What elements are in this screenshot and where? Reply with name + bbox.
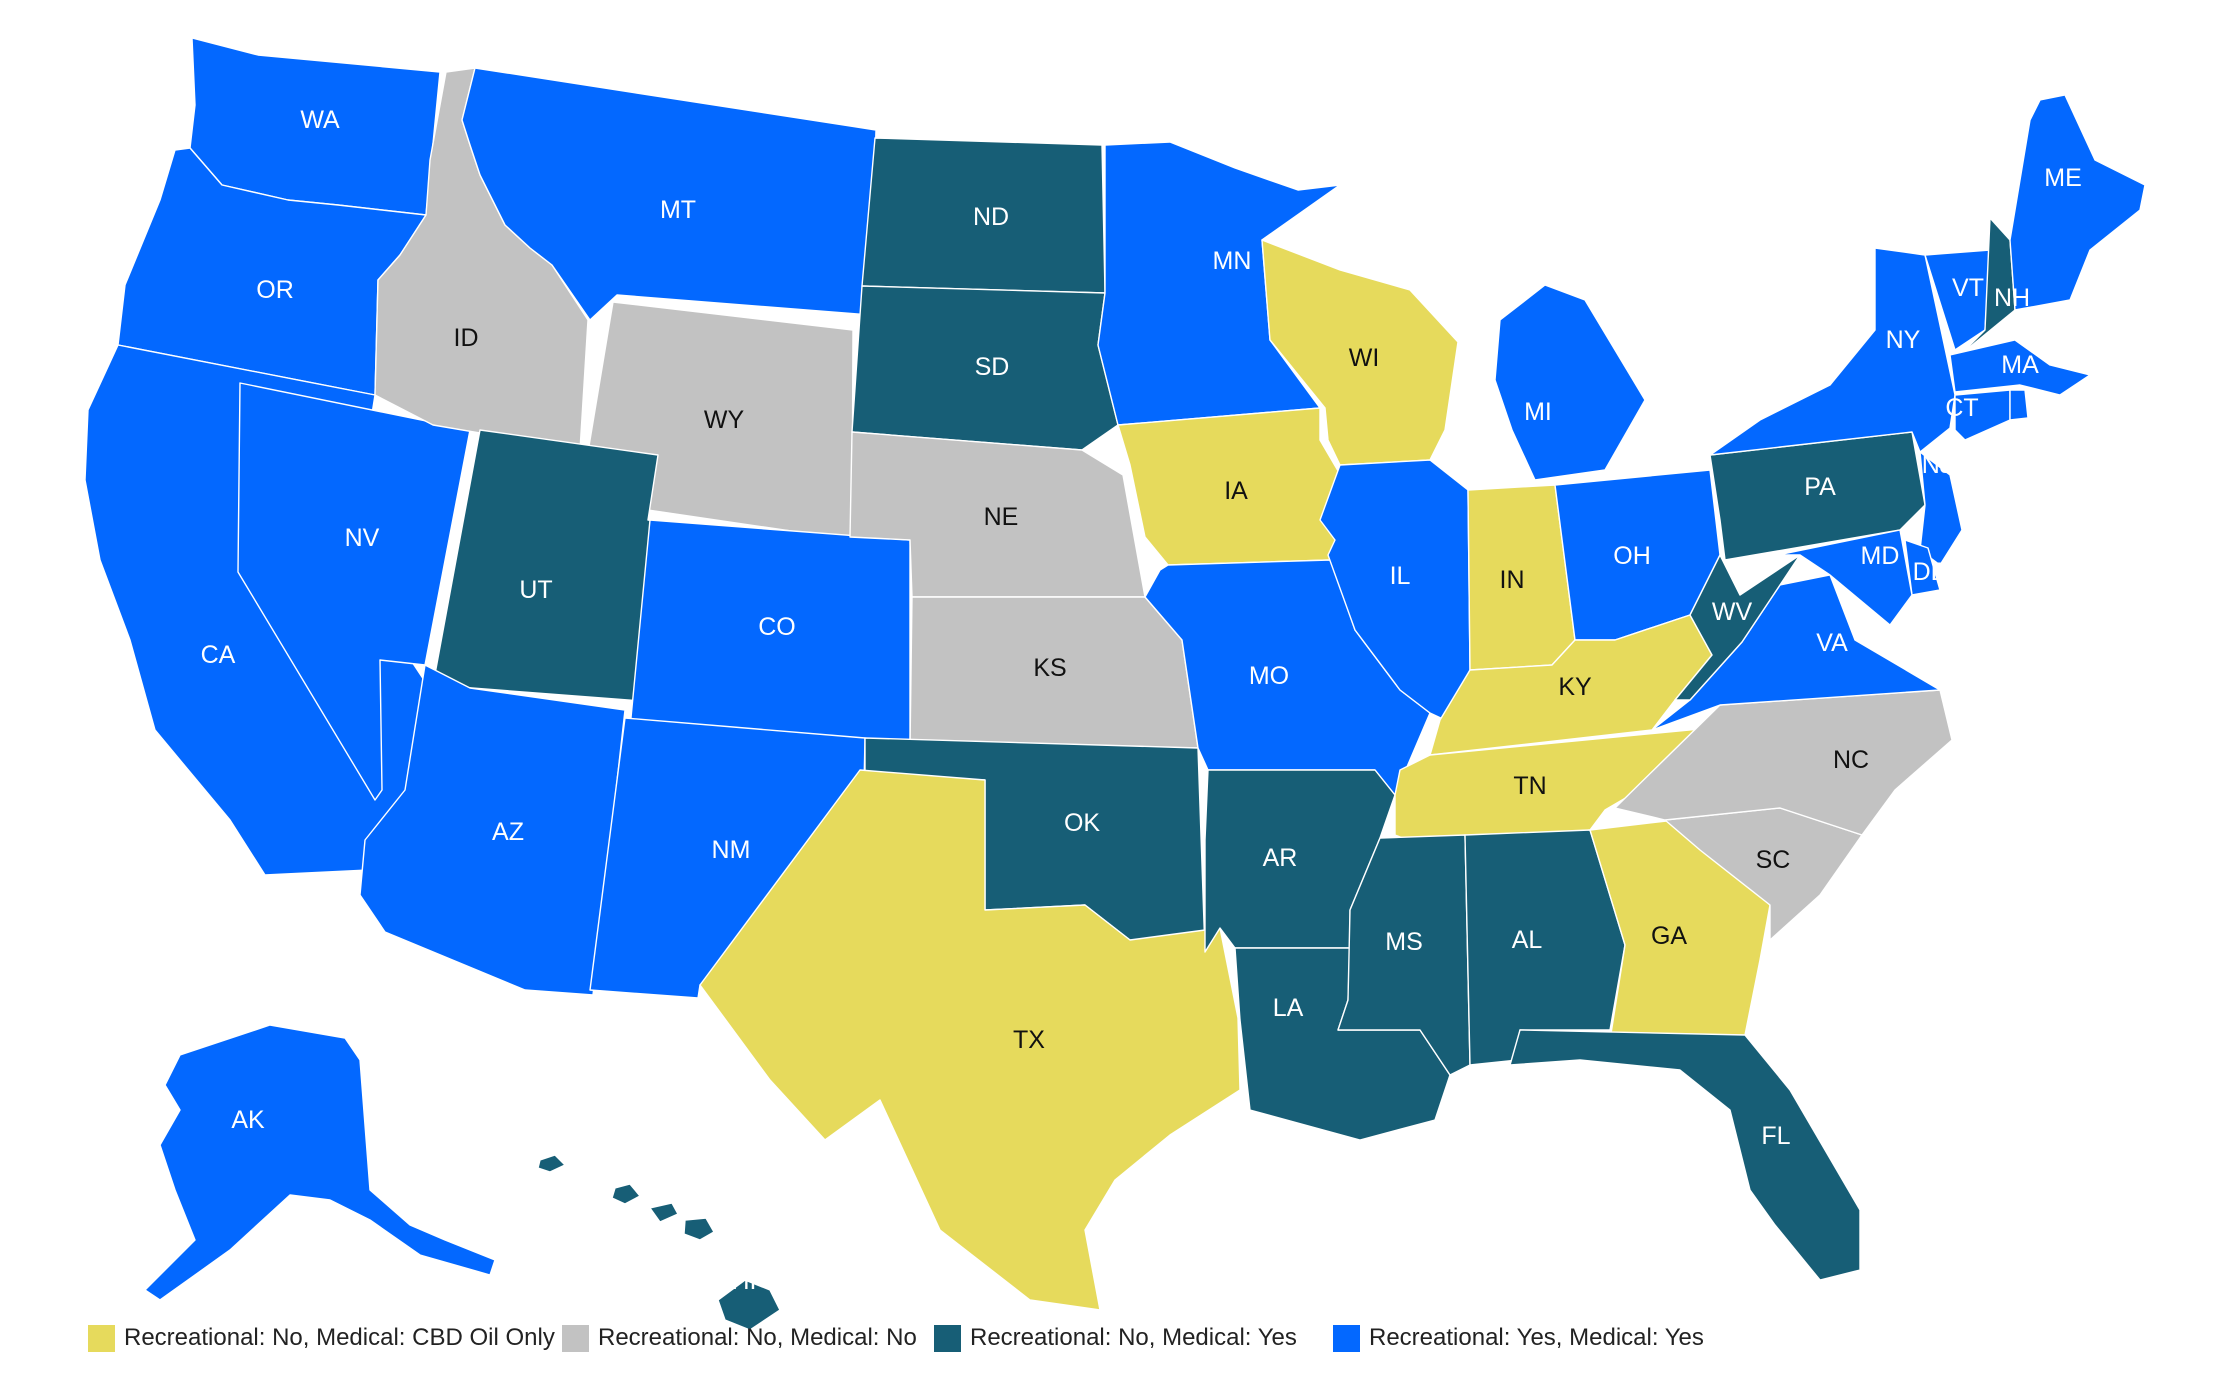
state-label-va: VA [1816,629,1848,657]
state-wv [1674,554,1801,701]
state-label-ca: CA [201,641,236,669]
state-tx [699,769,1241,1311]
state-il [1319,459,1471,721]
state-label-nd: ND [973,203,1009,231]
state-label-in: IN [1500,566,1525,594]
state-fl [1509,1029,1861,1281]
state-hi-part-1 [537,1154,566,1173]
state-label-mi: MI [1524,398,1552,426]
state-label-oh: OH [1613,542,1651,570]
state-mi [1494,284,1646,481]
state-label-az: AZ [492,818,524,846]
state-nv [237,382,471,801]
state-hi-part-4 [683,1217,715,1241]
state-ct [1954,389,2011,441]
legend-swatch [88,1324,115,1352]
state-label-il: IL [1390,562,1411,590]
state-label-ak: AK [231,1106,265,1134]
state-label-sd: SD [975,353,1010,381]
state-label-mn: MN [1213,247,1252,275]
state-label-ma: MA [2001,351,2039,379]
state-label-wi: WI [1349,344,1380,372]
state-hi-part-3 [649,1202,679,1223]
state-label-fl: FL [1761,1122,1790,1150]
state-label-vt: VT [1952,274,1984,302]
state-label-ia: IA [1224,477,1248,505]
state-label-hi: HI [732,1267,757,1295]
state-label-mt: MT [660,196,696,224]
state-label-la: LA [1273,994,1304,1022]
state-label-tx: TX [1013,1026,1045,1054]
state-label-pa: PA [1804,473,1836,501]
state-label-ne: NE [984,503,1019,531]
state-az [359,664,626,996]
state-ri [2009,389,2029,421]
state-label-de: DE [1913,558,1948,586]
state-label-nh: NH [1994,284,2030,312]
legend-label: Recreational: No, Medical: Yes [970,1324,1297,1351]
legend-label: Recreational: No, Medical: CBD Oil Only [124,1324,555,1351]
state-label-or: OR [256,276,294,304]
state-label-ks: KS [1033,654,1066,682]
legend-label: Recreational: Yes, Medical: Yes [1369,1324,1704,1351]
state-label-wa: WA [300,106,340,134]
state-de [1904,539,1941,596]
state-label-id: ID [454,324,479,352]
state-label-al: AL [1512,926,1543,954]
state-hi [717,1279,781,1331]
state-label-ms: MS [1385,928,1423,956]
state-label-nj: NJ [1922,451,1953,479]
state-label-md: MD [1861,542,1900,570]
state-label-ut: UT [519,576,552,604]
state-label-co: CO [758,613,796,641]
map-legend: Recreational: No, Medical: CBD Oil Only R… [0,1320,2222,1380]
state-label-ky: KY [1558,673,1592,701]
legend-item-both: Recreational: Yes, Medical: Yes [1333,1320,1704,1356]
state-nj [1919,451,1963,566]
legend-swatch [934,1324,961,1352]
state-label-nv: NV [345,524,380,552]
state-label-ar: AR [1263,844,1298,872]
state-label-wy: WY [704,406,745,434]
state-ma [1949,339,2091,396]
state-label-mo: MO [1249,662,1289,690]
legend-item-cbd-only: Recreational: No, Medical: CBD Oil Only [88,1320,555,1356]
state-label-nc: NC [1833,746,1869,774]
legend-swatch [562,1324,589,1352]
state-label-ok: OK [1064,809,1100,837]
legend-item-none: Recreational: No, Medical: No [562,1320,917,1356]
state-label-wv: WV [1712,598,1753,626]
state-label-ga: GA [1651,922,1687,950]
state-label-tn: TN [1513,772,1546,800]
legend-item-medical: Recreational: No, Medical: Yes [934,1320,1297,1356]
state-label-sc: SC [1756,846,1791,874]
state-label-ny: NY [1886,326,1921,354]
state-me [2009,94,2146,311]
legend-label: Recreational: No, Medical: No [598,1324,917,1351]
state-hi-part-2 [611,1183,641,1205]
state-label-nm: NM [712,836,751,864]
state-md [1777,529,1913,626]
state-label-me: ME [2044,164,2082,192]
state-label-ct: CT [1945,394,1978,422]
state-label-ri: RI [2028,394,2053,422]
state-ak [144,1024,496,1301]
state-nh [1959,217,2016,356]
legend-swatch [1333,1324,1360,1352]
